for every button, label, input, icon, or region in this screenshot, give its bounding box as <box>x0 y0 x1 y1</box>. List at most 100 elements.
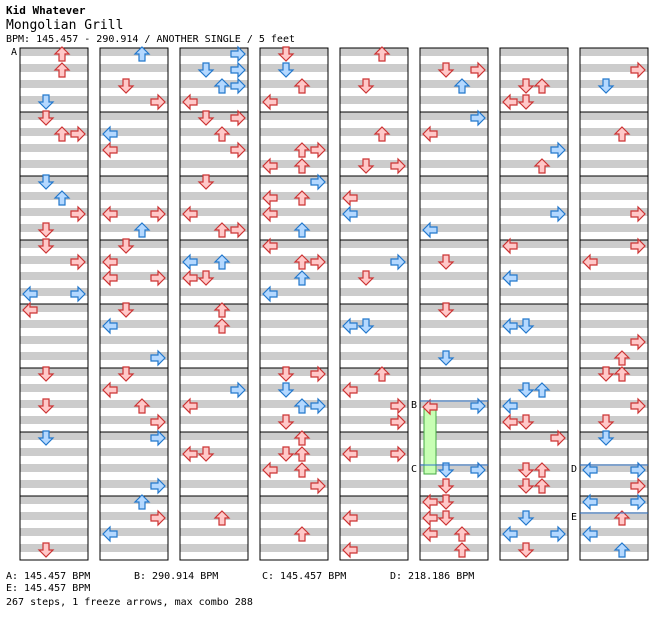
up-arrow <box>293 270 311 286</box>
left-arrow <box>502 525 518 543</box>
beat-stripe <box>180 176 248 184</box>
bpm-change-c: C: 145.457 BPM <box>262 571 347 582</box>
right-arrow <box>150 429 166 447</box>
chart-column-border <box>99 47 169 561</box>
up-arrow <box>293 462 311 478</box>
beat-stripe <box>260 80 328 88</box>
left-arrow <box>182 93 198 111</box>
beat-stripe <box>20 416 88 424</box>
beat-stripe <box>100 480 168 488</box>
down-arrow <box>357 318 375 334</box>
beat-stripe <box>580 304 648 312</box>
left-arrow <box>102 125 118 143</box>
left-arrow <box>342 445 358 463</box>
beat-stripe <box>100 352 168 360</box>
beat-stripe <box>340 448 408 456</box>
up-arrow <box>613 366 631 382</box>
left-arrow <box>182 269 198 287</box>
beat-stripe <box>340 352 408 360</box>
beat-stripe <box>20 48 88 56</box>
left-arrow <box>262 461 278 479</box>
beat-stripe <box>20 224 88 232</box>
beat-stripe <box>420 128 488 136</box>
beat-stripe <box>100 272 168 280</box>
up-arrow <box>613 350 631 366</box>
left-arrow <box>422 525 438 543</box>
up-arrow <box>293 158 311 174</box>
right-arrow <box>150 509 166 527</box>
up-arrow <box>373 366 391 382</box>
beat-stripe <box>420 288 488 296</box>
beat-stripe <box>100 400 168 408</box>
down-arrow <box>37 542 55 558</box>
left-arrow <box>342 205 358 223</box>
beat-stripe <box>500 320 568 328</box>
beat-stripe <box>580 512 648 520</box>
beat-stripe <box>340 496 408 504</box>
beat-stripe <box>500 112 568 120</box>
beat-stripe <box>340 240 408 248</box>
beat-stripe <box>420 544 488 552</box>
right-arrow <box>230 77 246 95</box>
beat-stripe <box>580 528 648 536</box>
bpm-marker-label: D <box>571 464 577 475</box>
beat-stripe <box>20 480 88 488</box>
up-arrow <box>213 222 231 238</box>
left-arrow <box>22 285 38 303</box>
beat-stripe <box>580 352 648 360</box>
chart-column-border <box>259 47 329 561</box>
down-arrow <box>437 62 455 78</box>
up-arrow <box>133 222 151 238</box>
up-arrow <box>293 254 311 270</box>
down-arrow <box>597 430 615 446</box>
down-arrow <box>357 78 375 94</box>
down-arrow <box>117 78 135 94</box>
up-arrow <box>533 382 551 398</box>
left-arrow <box>582 493 598 511</box>
beat-stripe <box>340 288 408 296</box>
beat-stripe <box>580 96 648 104</box>
up-arrow <box>213 302 231 318</box>
beat-stripe <box>340 64 408 72</box>
beat-stripe <box>420 432 488 440</box>
beat-stripe <box>580 224 648 232</box>
beat-stripe <box>420 192 488 200</box>
down-arrow <box>277 366 295 382</box>
chart-column-border <box>19 47 89 561</box>
bpm-marker-label: B <box>411 400 417 411</box>
beat-stripe <box>260 384 328 392</box>
left-arrow <box>102 141 118 159</box>
beat-stripe <box>260 128 328 136</box>
beat-stripe <box>340 384 408 392</box>
up-arrow <box>293 142 311 158</box>
up-arrow <box>293 222 311 238</box>
left-arrow <box>342 317 358 335</box>
beat-stripe <box>20 448 88 456</box>
up-arrow <box>53 190 71 206</box>
beat-stripe <box>580 288 648 296</box>
beat-stripe <box>260 112 328 120</box>
left-arrow <box>262 189 278 207</box>
right-arrow <box>550 429 566 447</box>
left-arrow <box>502 269 518 287</box>
bpm-change-d: D: 218.186 BPM <box>390 571 475 582</box>
beat-stripe <box>180 400 248 408</box>
right-arrow <box>150 93 166 111</box>
beat-stripe <box>420 64 488 72</box>
beat-stripe <box>420 240 488 248</box>
beat-stripe <box>340 192 408 200</box>
beat-stripe <box>20 464 88 472</box>
beat-stripe <box>180 96 248 104</box>
up-arrow <box>613 126 631 142</box>
beat-stripe <box>500 304 568 312</box>
down-arrow <box>37 94 55 110</box>
down-arrow <box>197 446 215 462</box>
beat-stripe <box>580 480 648 488</box>
beat-stripe <box>500 192 568 200</box>
right-arrow <box>310 365 326 383</box>
beat-stripe <box>500 544 568 552</box>
beat-stripe <box>420 48 488 56</box>
beat-stripe <box>580 160 648 168</box>
beat-stripe <box>340 272 408 280</box>
right-arrow <box>230 381 246 399</box>
